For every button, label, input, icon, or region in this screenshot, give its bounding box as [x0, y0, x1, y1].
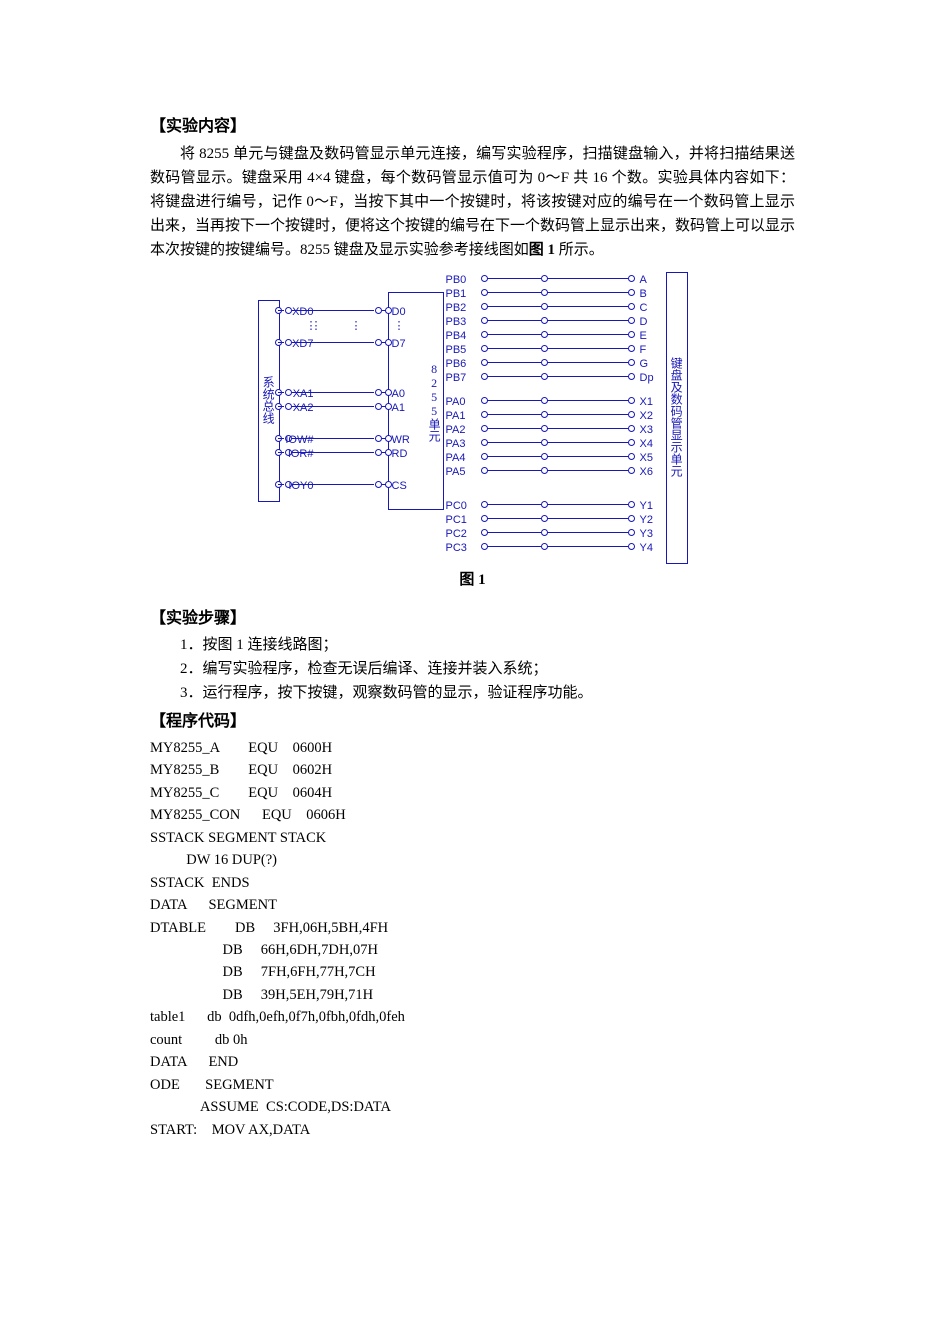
code-block: MY8255_A EQU 0600H MY8255_B EQU 0602H MY… — [150, 737, 795, 1141]
section-title-code: 【程序代码】 — [150, 709, 795, 735]
page: 【实验内容】 将 8255 单元与键盘及数码管显示单元连接，编写实验程序，扫描键… — [0, 0, 945, 1181]
content-text: 将 8255 单元与键盘及数码管显示单元连接，编写实验程序，扫描键盘输入，并将扫… — [150, 146, 795, 258]
section-title-steps: 【实验步骤】 — [150, 606, 795, 632]
figure-1: 系统总线8255单元键盘及数码管显示单元XD0D0XD7D7XA1A0XA2A1… — [258, 272, 688, 562]
content-fig-ref: 图 1 — [529, 242, 555, 258]
content-paragraph: 将 8255 单元与键盘及数码管显示单元连接，编写实验程序，扫描键盘输入，并将扫… — [150, 142, 795, 262]
step-3: 3．运行程序，按下按键，观察数码管的显示，验证程序功能。 — [180, 681, 795, 705]
figure-caption: 图 1 — [150, 568, 795, 592]
content-tail: 所示。 — [555, 242, 604, 258]
step-2: 2．编写实验程序，检查无误后编译、连接并装入系统； — [180, 657, 795, 681]
steps-list: 1．按图 1 连接线路图； 2．编写实验程序，检查无误后编译、连接并装入系统； … — [180, 633, 795, 705]
step-1: 1．按图 1 连接线路图； — [180, 633, 795, 657]
section-title-content: 【实验内容】 — [150, 114, 795, 140]
